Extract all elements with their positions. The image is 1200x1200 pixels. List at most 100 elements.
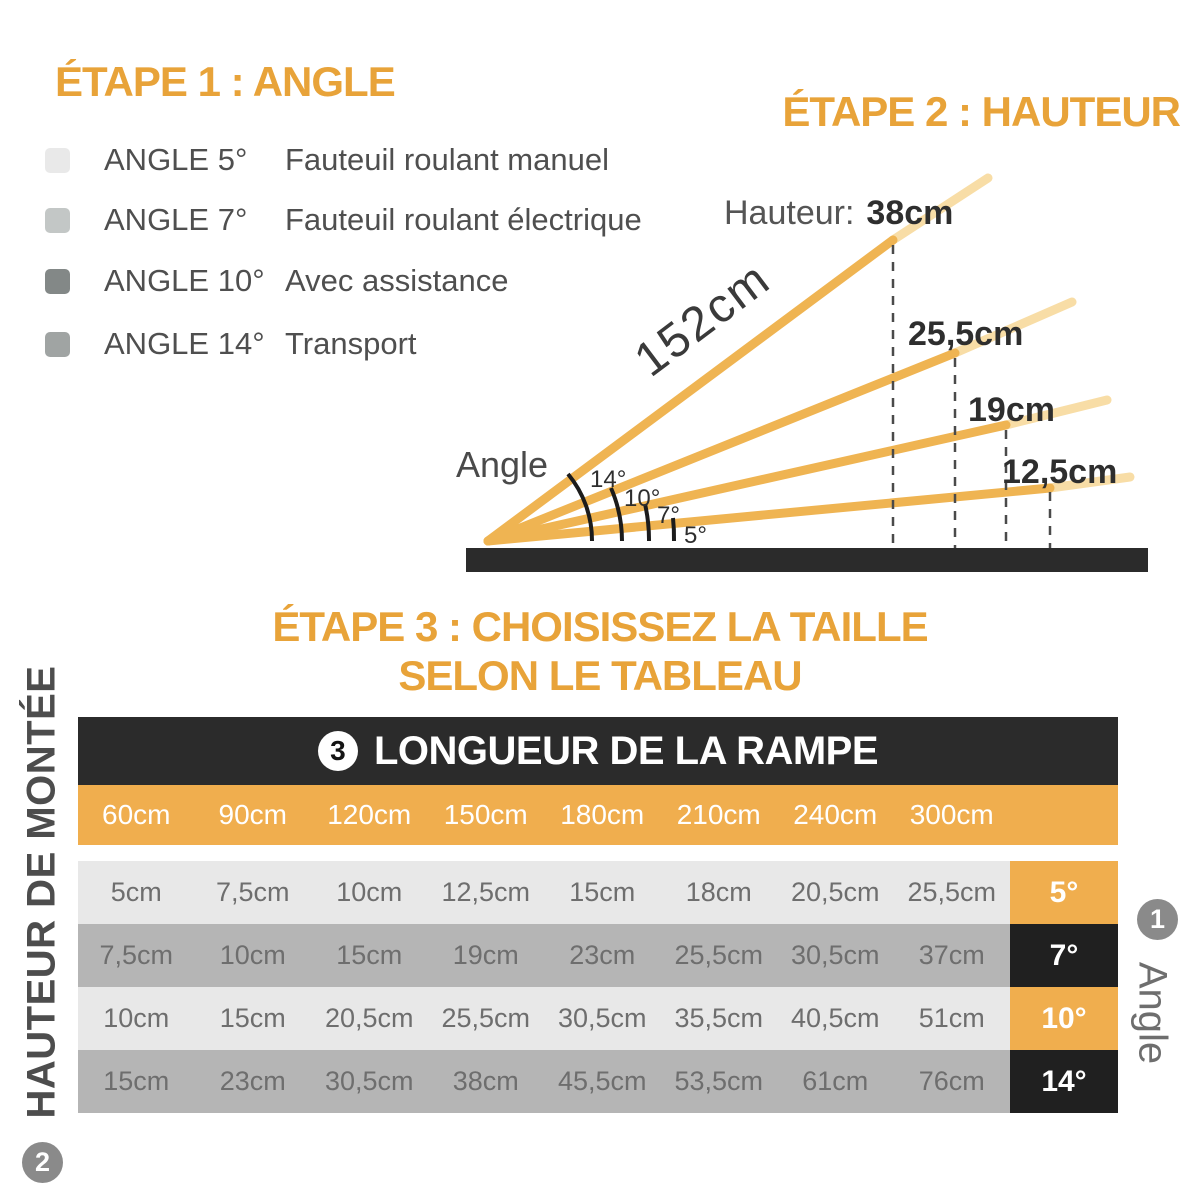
col-header: 90cm (218, 799, 287, 830)
col-header: 180cm (560, 799, 645, 830)
step2-title: ÉTAPE 2 : HAUTEUR (782, 88, 1181, 135)
table-cell: 7,5cm (78, 924, 195, 987)
table-cell: 20,5cm (311, 987, 428, 1050)
table-cell: 61cm (777, 1050, 894, 1113)
ground-bar (466, 548, 1148, 572)
table-cell: 53,5cm (660, 1050, 777, 1113)
height-readout: Hauteur: 38cm (724, 194, 953, 233)
table-cell: 30,5cm (544, 987, 661, 1050)
table-header-bar: 3 LONGUEUR DE LA RAMPE (78, 717, 1118, 785)
legend-swatch-5 (45, 147, 70, 173)
table-cell: 15cm (194, 987, 311, 1050)
legend-angle-label: ANGLE 5° (104, 142, 248, 177)
table-cell: 10cm (311, 861, 428, 924)
table-cell: 25,5cm (660, 924, 777, 987)
table-cell: 15cm (544, 861, 661, 924)
ramp-length-label: 152cm (625, 252, 780, 387)
legend-item-10: ANGLE 10° Avec assistance (45, 263, 508, 298)
diagram-angle-label: Angle (456, 444, 548, 485)
legend-angle-label: ANGLE 10° (104, 263, 265, 298)
step3-title-line2: SELON LE TABLEAU (398, 652, 802, 699)
col-header: 300cm (909, 799, 994, 830)
table-cell: 23cm (544, 924, 661, 987)
arc-5 (671, 517, 677, 542)
angle-cell-5: 5° (1010, 861, 1118, 924)
table-row-10deg: 10cm 15cm 20,5cm 25,5cm 30,5cm 35,5cm 40… (78, 987, 1118, 1050)
table-cell: 40,5cm (777, 987, 894, 1050)
angle-tick-5: 5° (684, 522, 707, 549)
step2-axis-badge: 2 (22, 1142, 63, 1183)
legend-swatch-10 (45, 268, 70, 294)
column-header-row: 60cm 90cm 120cm 150cm 180cm 210cm 240cm … (78, 785, 1118, 845)
angle-tick-14: 14° (590, 466, 626, 493)
ramp-angle-diagram: 152cm 14° 10° 7° 5° 25,5cm 19cm 12,5cm A… (456, 173, 1148, 572)
table-cell: 30,5cm (777, 924, 894, 987)
height-mark-12-5: 12,5cm (1002, 453, 1117, 491)
step3-title: ÉTAPE 3 : CHOISISSEZ LA TAILLE SELON LE … (100, 602, 1100, 700)
table-cell: 38cm (427, 1050, 544, 1113)
table-row-14deg: 15cm 23cm 30,5cm 38cm 45,5cm 53,5cm 61cm… (78, 1050, 1118, 1113)
step1-title: ÉTAPE 1 : ANGLE (55, 58, 396, 105)
legend-item-7: ANGLE 7° Fauteuil roulant électrique (45, 202, 642, 237)
table-cell: 20,5cm (777, 861, 894, 924)
arc-7 (643, 503, 652, 542)
legend-desc: Fauteuil roulant manuel (285, 142, 609, 177)
legend-swatch-7 (45, 207, 70, 233)
angle-tick-10: 10° (624, 485, 660, 512)
angle-cell-14: 14° (1010, 1050, 1118, 1113)
table-cell: 76cm (893, 1050, 1010, 1113)
left-axis-label: HAUTEUR DE MONTÉE (19, 665, 64, 1119)
table-row-7deg: 7,5cm 10cm 15cm 19cm 23cm 25,5cm 30,5cm … (78, 924, 1118, 987)
height-value: 38cm (866, 194, 954, 232)
ramp-line-7-extension (1001, 395, 1112, 430)
angle-tick-7: 7° (657, 502, 680, 529)
table-cell: 18cm (660, 861, 777, 924)
height-label: Hauteur: (724, 194, 855, 232)
height-mark-25-5: 25,5cm (908, 315, 1023, 353)
ramp-line-5-extension (1045, 472, 1135, 493)
size-table: 3 LONGUEUR DE LA RAMPE 60cm 90cm 120cm 1… (78, 717, 1118, 1113)
table-cell: 12,5cm (427, 861, 544, 924)
ramp-line-7 (483, 420, 1011, 546)
table-cell: 10cm (194, 924, 311, 987)
angle-cell-7: 7° (1010, 924, 1118, 987)
ramp-line-10 (483, 348, 960, 546)
table-cell: 35,5cm (660, 987, 777, 1050)
height-mark-19: 19cm (968, 391, 1055, 429)
table-cell: 37cm (893, 924, 1010, 987)
legend-item-5: ANGLE 5° Fauteuil roulant manuel (45, 142, 609, 177)
col-header: 60cm (102, 799, 171, 830)
ramp-line-10-extension (950, 297, 1077, 358)
angle-cell-10: 10° (1010, 987, 1118, 1050)
step3-title-line1: ÉTAPE 3 : CHOISISSEZ LA TAILLE (272, 603, 928, 650)
arc-14 (566, 472, 595, 542)
step3-badge: 3 (317, 731, 358, 771)
table-cell: 7,5cm (194, 861, 311, 924)
table-cell: 23cm (194, 1050, 311, 1113)
legend-angle-label: ANGLE 7° (104, 202, 248, 237)
legend-desc: Fauteuil roulant électrique (285, 202, 642, 237)
table-cell: 51cm (893, 987, 1010, 1050)
step1-axis-badge: 1 (1137, 899, 1178, 940)
table-cell: 15cm (78, 1050, 195, 1113)
ramp-line-5 (483, 483, 1055, 546)
legend-angle-label: ANGLE 14° (104, 326, 265, 361)
legend-swatch-14 (45, 331, 70, 357)
legend-desc: Transport (285, 326, 417, 361)
table-cell: 19cm (427, 924, 544, 987)
right-axis-label: Angle (1130, 961, 1175, 1065)
table-cell: 5cm (78, 861, 195, 924)
legend-item-14: ANGLE 14° Transport (45, 326, 417, 361)
table-title: LONGUEUR DE LA RAMPE (373, 728, 879, 773)
col-header: 210cm (676, 799, 761, 830)
col-header: 240cm (793, 799, 878, 830)
table-cell: 25,5cm (427, 987, 544, 1050)
arc-10 (609, 487, 624, 542)
ramp-line-14-extension (888, 173, 993, 245)
table-cell: 15cm (311, 924, 428, 987)
table-cell: 10cm (78, 987, 195, 1050)
table-cell: 25,5cm (893, 861, 1010, 924)
ramp-line-14 (483, 235, 898, 546)
table-cell: 30,5cm (311, 1050, 428, 1113)
